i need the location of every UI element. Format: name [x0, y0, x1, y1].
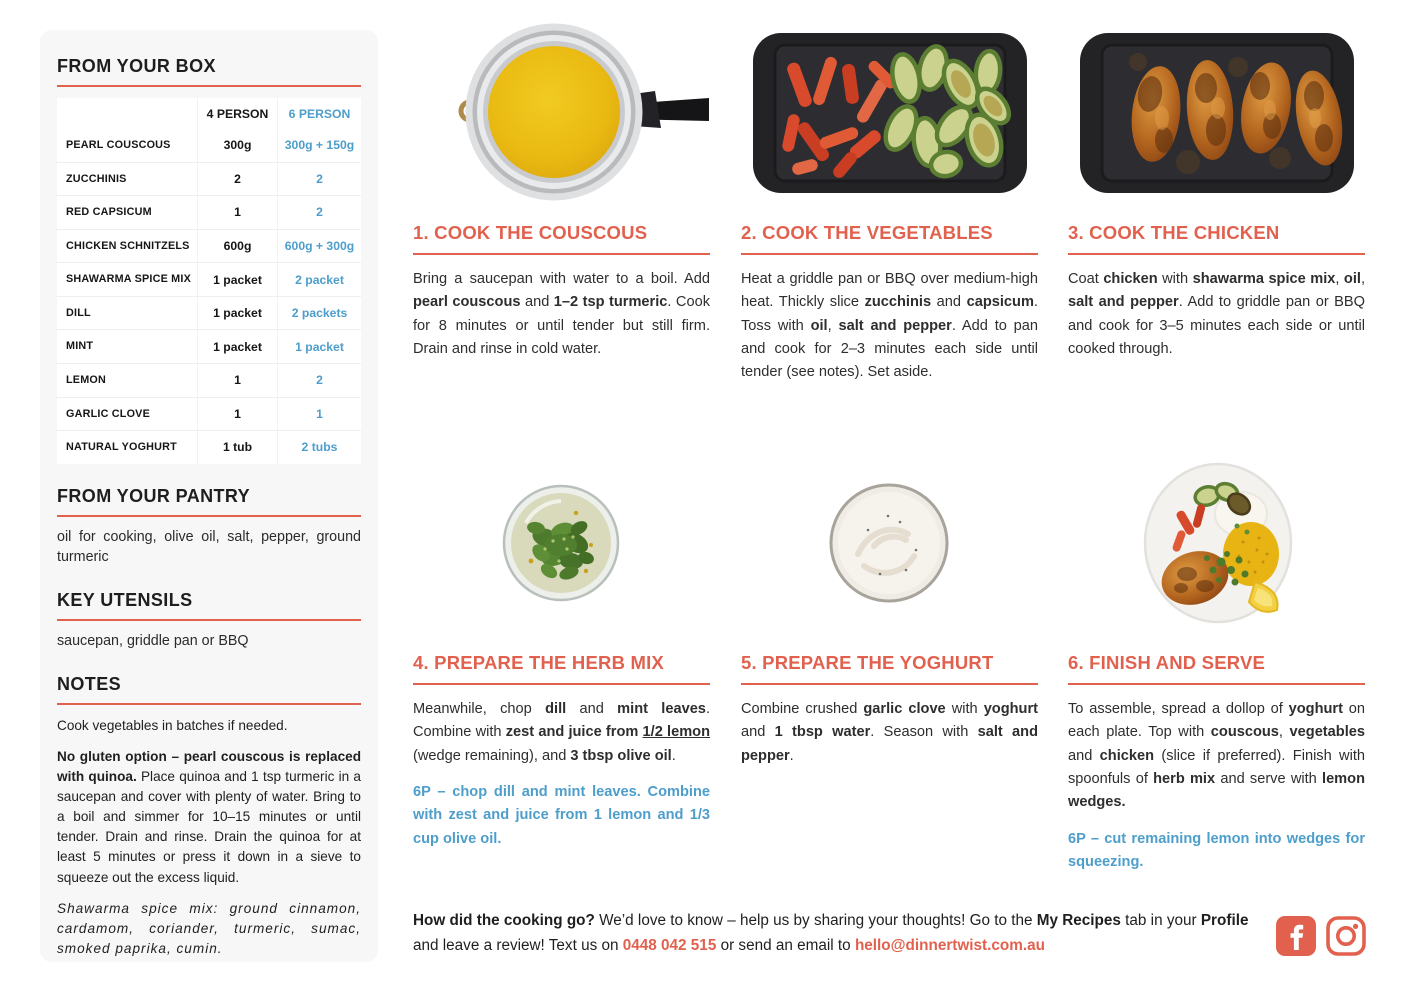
photo-chicken-griddle — [1068, 22, 1366, 204]
phone-link[interactable]: 0448 042 515 — [622, 937, 717, 955]
table-row: CHICKEN SCHNITZELS 600g 600g + 300g — [57, 228, 361, 263]
step-1-instructions: Bring a saucepan with water to a boil. A… — [413, 271, 710, 358]
ingredient-qty-4p: 1 packet — [197, 330, 277, 363]
step-4-title: 4. PREPARE THE HERB MIX — [413, 652, 710, 685]
ingredient-name: NATURAL YOGHURT — [66, 441, 177, 454]
ingredient-name: RED CAPSICUM — [66, 206, 152, 219]
facebook-icon[interactable] — [1276, 916, 1316, 961]
ingredient-qty-6p: 2 packets — [277, 296, 361, 330]
herb-blobs — [527, 521, 594, 580]
box-table-body: PEARL COUSCOUS 300g 300g + 150g ZUCCHINI… — [57, 129, 361, 464]
ingredient-qty-4p: 1 — [197, 196, 277, 229]
email-link[interactable]: hello@dinnertwist.com.au — [854, 937, 1045, 955]
step-6: 6. FINISH AND SERVE To assemble, spread … — [1068, 652, 1365, 874]
step-6-title: 6. FINISH AND SERVE — [1068, 652, 1365, 685]
step-3: 3. COOK THE CHICKEN Coat chicken with sh… — [1068, 222, 1365, 374]
step-6-instructions: To assemble, spread a dollop of yoghurt … — [1068, 701, 1365, 811]
pantry-text: oil for cooking, olive oil, salt, pepper… — [57, 528, 361, 566]
step-3-instructions: Coat chicken with shawarma spice mix, oi… — [1068, 271, 1366, 358]
pantry-title: FROM YOUR PANTRY — [57, 486, 361, 517]
ingredient-qty-6p: 2 — [277, 162, 361, 196]
table-row: GARLIC CLOVE 1 1 — [57, 396, 361, 431]
ingredient-name: CHICKEN SCHNITZELS — [66, 239, 190, 252]
ingredient-qty-6p: 2 tubs — [277, 431, 361, 464]
step-4-instructions: Meanwhile, chop dill and mint leaves. Co… — [413, 701, 711, 764]
ingredient-qty-4p: 2 — [197, 162, 277, 196]
yoghurt-swirl — [855, 526, 917, 576]
utensils-text: saucepan, griddle pan or BBQ — [57, 633, 249, 650]
table-row: NATURAL YOGHURT 1 tub 2 tubs — [57, 430, 361, 464]
table-row: LEMON 1 2 — [57, 362, 361, 397]
ingredient-name: SHAWARMA SPICE MIX — [66, 273, 191, 286]
step-5-instructions: Combine crushed garlic clove with yoghur… — [741, 701, 1039, 764]
table-row: PEARL COUSCOUS 300g 300g + 150g — [57, 129, 361, 162]
box-table: 4 PERSON 6 PERSON PEARL COUSCOUS 300g 30… — [57, 98, 361, 464]
table-header-6person: 6 PERSON — [277, 98, 361, 129]
step-5-title: 5. PREPARE THE YOGHURT — [741, 652, 1038, 685]
ingredient-name: DILL — [66, 306, 91, 319]
ingredient-qty-4p: 1 packet — [197, 263, 277, 296]
table-row: ZUCCHINIS 2 2 — [57, 161, 361, 196]
ingredient-qty-4p: 1 packet — [197, 296, 277, 330]
table-header-row: 4 PERSON 6 PERSON — [57, 98, 361, 129]
step-1-title: 1. COOK THE COUSCOUS — [413, 222, 710, 255]
ingredient-name: PEARL COUSCOUS — [66, 139, 171, 151]
step-2-title: 2. COOK THE VEGETABLES — [741, 222, 1038, 255]
photo-herb-mix-bowl — [501, 483, 621, 603]
photo-vegetable-griddle — [741, 22, 1039, 204]
couscous-serving — [1223, 522, 1279, 586]
ingredient-qty-6p: 600g + 300g — [277, 229, 361, 263]
table-row: RED CAPSICUM 1 2 — [57, 195, 361, 229]
social-links — [1276, 915, 1367, 962]
photo-yoghurt-bowl — [828, 482, 950, 604]
ingredient-qty-4p: 300g — [197, 129, 277, 162]
step-4-6p-note: 6P – chop dill and mint leaves. Combine … — [413, 784, 710, 847]
step-1: 1. COOK THE COUSCOUS Bring a saucepan wi… — [413, 222, 710, 374]
ingredient-qty-6p: 2 packet — [277, 263, 361, 296]
notes-title: NOTES — [57, 674, 361, 705]
photo-plated-dish — [1143, 462, 1293, 625]
table-row: SHAWARMA SPICE MIX 1 packet 2 packet — [57, 262, 361, 296]
box-title: FROM YOUR BOX — [57, 56, 361, 87]
ingredient-name: MINT — [66, 340, 94, 353]
ingredient-name: ZUCCHINIS — [66, 172, 127, 185]
step-2: 2. COOK THE VEGETABLES Heat a griddle pa… — [741, 222, 1038, 398]
utensils-title: KEY UTENSILS — [57, 590, 361, 622]
step-4: 4. PREPARE THE HERB MIX Meanwhile, chop … — [413, 652, 710, 851]
ingredient-qty-4p: 1 — [197, 397, 277, 431]
photo-couscous-saucepan — [413, 18, 711, 208]
sidebar: FROM YOUR BOX 4 PERSON 6 PERSON PEARL CO… — [40, 30, 378, 962]
ingredient-qty-4p: 1 — [197, 363, 277, 397]
ingredient-qty-6p: 2 — [277, 196, 361, 229]
table-row: DILL 1 packet 2 packets — [57, 295, 361, 330]
instagram-icon[interactable] — [1325, 915, 1367, 962]
step-5: 5. PREPARE THE YOGHURT Combine crushed g… — [741, 652, 1038, 781]
ingredient-qty-6p: 2 — [277, 363, 361, 397]
grilled-vegetables — [1172, 481, 1252, 552]
ingredient-qty-6p: 1 packet — [277, 330, 361, 363]
step-3-title: 3. COOK THE CHICKEN — [1068, 222, 1365, 255]
footer-feedback-text: How did the cooking go? We’d love to kno… — [413, 912, 1249, 955]
herb-garnish — [1204, 523, 1250, 586]
note-paragraph: Cook vegetables in batches if needed. — [57, 717, 288, 733]
step-2-instructions: Heat a griddle pan or BBQ over medium-hi… — [741, 271, 1039, 381]
table-header-4person: 4 PERSON — [197, 98, 277, 129]
step-6-6p-note: 6P – cut remaining lemon into wedges for… — [1068, 830, 1365, 871]
ingredient-qty-6p: 300g + 150g — [277, 129, 361, 162]
ingredient-qty-6p: 1 — [277, 397, 361, 431]
note-paragraph-gluten: No gluten option – pearl couscous is rep… — [57, 748, 361, 885]
ingredient-qty-4p: 600g — [197, 229, 277, 263]
table-header-empty — [57, 98, 197, 129]
capsicum-strips — [782, 56, 897, 178]
ingredient-qty-4p: 1 tub — [197, 431, 277, 464]
table-row: MINT 1 packet 1 packet — [57, 329, 361, 363]
ingredient-name: LEMON — [66, 373, 106, 386]
note-paragraph-spicemix: Shawarma spice mix: ground cinnamon, car… — [57, 900, 361, 956]
ingredient-name: GARLIC CLOVE — [66, 407, 150, 420]
